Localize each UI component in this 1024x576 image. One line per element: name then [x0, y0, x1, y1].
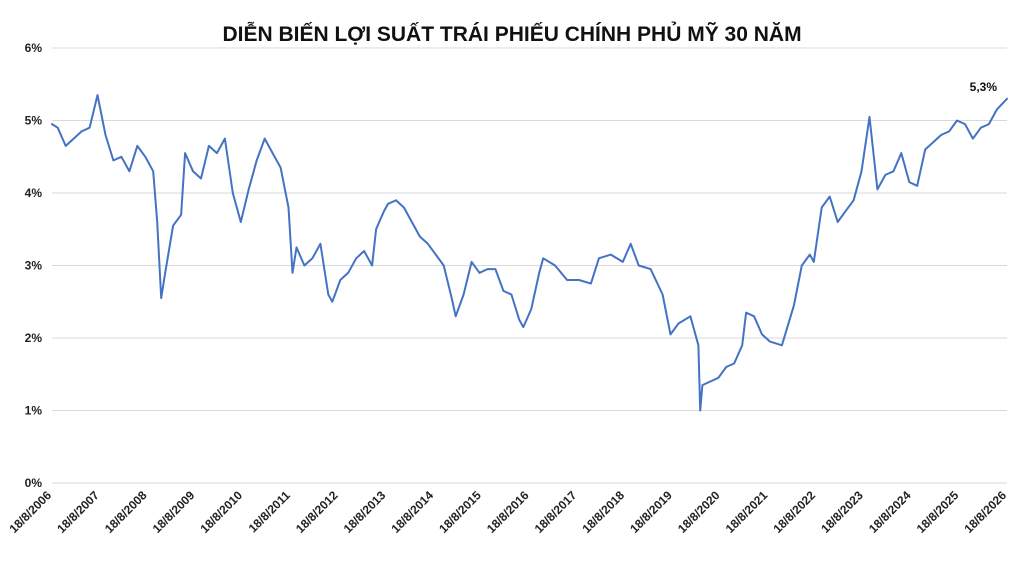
x-tick-label: 18/8/2015 — [436, 488, 484, 536]
y-tick-label: 0% — [25, 476, 43, 490]
x-tick-label: 18/8/2023 — [818, 488, 866, 536]
x-tick-label: 18/8/2022 — [770, 488, 818, 536]
x-tick-label: 18/8/2025 — [914, 488, 962, 536]
y-tick-label: 2% — [25, 331, 43, 345]
x-tick-label: 18/8/2013 — [341, 488, 389, 536]
x-tick-label: 18/8/2012 — [293, 488, 341, 536]
gridlines — [52, 47, 1007, 484]
x-tick-label: 18/8/2018 — [579, 488, 627, 536]
y-tick-label: 1% — [25, 404, 43, 418]
x-tick-label: 18/8/2019 — [627, 488, 675, 536]
y-tick-label: 3% — [25, 259, 43, 273]
series-line — [51, 94, 1008, 412]
y-tick-label: 4% — [25, 186, 43, 200]
y-tick-label: 5% — [25, 114, 43, 128]
x-axis-ticks: 18/8/2006 18/8/2007 18/8/2008 18/8/2009 18/8… — [6, 488, 1009, 536]
x-tick-label: 18/8/2017 — [532, 488, 580, 536]
last-value-annotation: 5,3% — [970, 80, 998, 94]
x-tick-label: 18/8/2016 — [484, 488, 532, 536]
x-tick-label: 18/8/2006 — [6, 488, 54, 536]
x-tick-label: 18/8/2021 — [723, 488, 771, 536]
x-tick-label: 18/8/2008 — [102, 488, 150, 536]
y-axis-ticks: 0% 1% 2% 3% 4% 5% 6% — [25, 41, 43, 490]
x-tick-label: 18/8/2024 — [866, 488, 914, 536]
x-tick-label: 18/8/2009 — [150, 488, 198, 536]
x-tick-label: 18/8/2014 — [388, 488, 436, 536]
x-tick-label: 18/8/2007 — [54, 488, 102, 536]
x-tick-label: 18/8/2026 — [961, 488, 1009, 536]
x-tick-label: 18/8/2020 — [675, 488, 723, 536]
y-tick-label: 6% — [25, 41, 43, 55]
x-tick-label: 18/8/2010 — [197, 488, 245, 536]
x-tick-label: 18/8/2011 — [246, 488, 293, 535]
chart-title: DIỄN BIẾN LỢI SUẤT TRÁI PHIẾU CHÍNH PHỦ … — [222, 22, 801, 46]
